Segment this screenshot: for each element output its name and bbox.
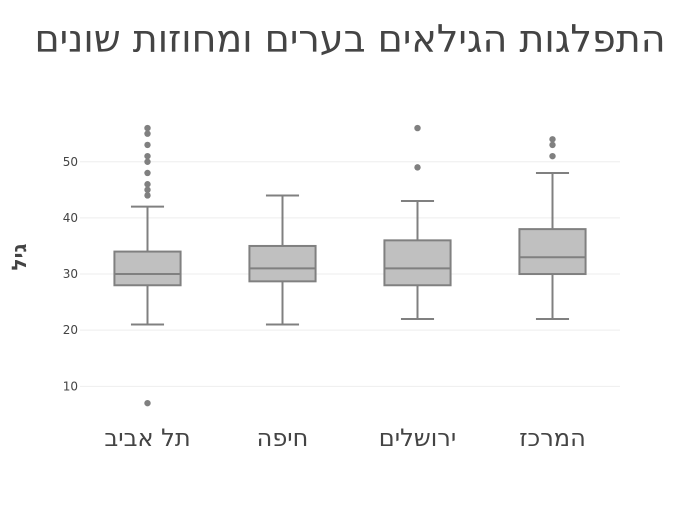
x-tick-label-2: ירושלים [379, 424, 456, 452]
outlier-point [144, 186, 151, 194]
x-tick-label-3: המרכז [519, 424, 586, 452]
outlier-point [549, 152, 556, 160]
outlier-point [414, 164, 421, 171]
y-tick-label-20: 20 [63, 323, 78, 337]
box-layer [113, 124, 587, 407]
x-tick-layer: תל אביב חיפה ירושלים המרכז [104, 424, 585, 452]
x-tick-label-1: חיפה [257, 424, 309, 452]
y-tick-label-40: 40 [63, 211, 78, 225]
outlier-point [144, 192, 151, 199]
box-iqr [383, 239, 452, 287]
outlier-point [144, 158, 151, 165]
y-tick-label-30: 30 [63, 267, 78, 281]
outlier-point [549, 141, 556, 149]
box-iqr [248, 244, 317, 283]
y-tick-label-50: 50 [63, 155, 78, 169]
outlier-point [144, 141, 151, 149]
outlier-point [144, 124, 151, 132]
outlier-point [144, 130, 151, 137]
y-axis-label: גיל [7, 243, 31, 270]
outlier-point [144, 152, 151, 160]
outlier-point [144, 181, 151, 188]
box-group-2 [383, 124, 452, 320]
outlier-point [414, 124, 421, 132]
chart-title: התפלגות הגילאים בערים ומחוזות שונים [34, 17, 665, 61]
x-tick-label-0: תל אביב [104, 424, 190, 452]
outlier-point [144, 169, 151, 177]
box-iqr [113, 250, 182, 287]
outlier-point [144, 399, 151, 407]
box-group-1 [248, 194, 317, 326]
outlier-point [549, 136, 556, 143]
box-group-3 [518, 136, 587, 320]
box-group-0 [113, 124, 182, 407]
box-iqr [518, 228, 587, 276]
y-tick-layer: 10 20 30 40 50 [63, 155, 78, 394]
y-tick-label-10: 10 [63, 379, 78, 393]
